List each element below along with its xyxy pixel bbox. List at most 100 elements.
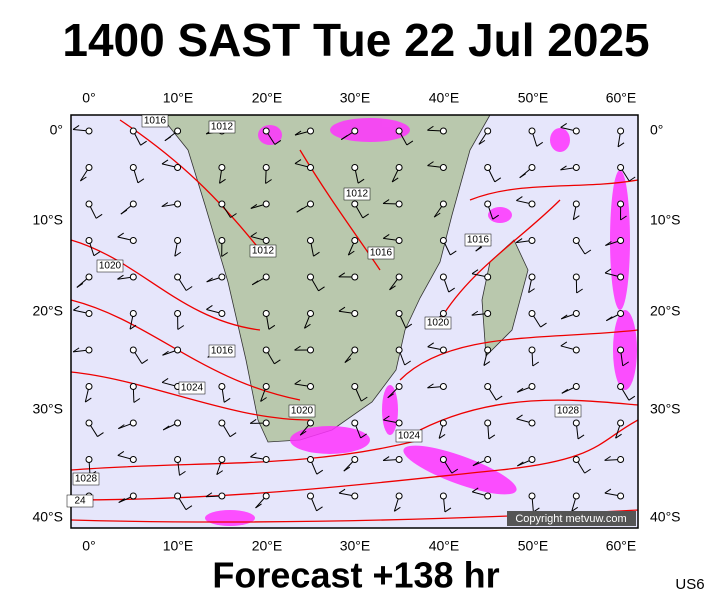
map-layer xyxy=(70,114,639,526)
wind-barb-feather xyxy=(76,283,84,288)
isobar-label: 1016 xyxy=(467,235,490,246)
station xyxy=(528,273,536,281)
latitude-label: 40°S xyxy=(650,509,681,525)
station xyxy=(351,492,359,500)
station xyxy=(307,237,314,244)
wind-barb-feather xyxy=(338,488,346,494)
wind-barb-feather xyxy=(622,361,630,367)
wind-barb-feather xyxy=(444,507,452,513)
wind-barb-feather xyxy=(343,466,351,472)
station xyxy=(85,200,93,208)
station xyxy=(129,492,137,500)
station xyxy=(262,456,270,463)
wind-barb-feather xyxy=(229,432,237,438)
station xyxy=(617,492,625,500)
isobar-label: 1012 xyxy=(346,189,369,200)
station xyxy=(439,419,447,427)
wind-barb-feather xyxy=(584,249,592,255)
station xyxy=(439,127,447,135)
wind-barb-feather xyxy=(451,468,459,474)
station xyxy=(262,492,270,500)
wind-barb-feather xyxy=(117,274,124,280)
latitude-label: 10°S xyxy=(650,212,681,228)
station xyxy=(528,310,536,317)
wind-barb-feather xyxy=(250,204,258,209)
wind-barb-feather xyxy=(382,234,390,239)
wind-barb-feather xyxy=(536,141,544,147)
wind-barb-feather xyxy=(528,288,535,294)
station xyxy=(395,127,403,135)
latitude-label: 30°S xyxy=(650,401,681,417)
wind-barb-feather xyxy=(560,341,568,347)
wind-barb-feather xyxy=(488,434,496,440)
wind-barb-feather xyxy=(604,268,612,274)
station xyxy=(395,200,403,208)
model-code: US6 xyxy=(675,576,704,593)
station xyxy=(174,419,182,427)
isobar-label-box xyxy=(141,114,169,128)
station xyxy=(262,419,270,427)
station xyxy=(262,127,270,135)
wind-barb-feather xyxy=(274,359,281,365)
wind-barb-feather xyxy=(219,178,226,184)
station xyxy=(572,419,580,427)
station xyxy=(351,456,359,463)
wind-barb-feather xyxy=(360,433,367,439)
wind-barb-feather xyxy=(206,305,213,310)
wind-barb-feather xyxy=(357,178,365,184)
latitude-label: 0° xyxy=(50,122,63,138)
station xyxy=(395,456,403,463)
station xyxy=(572,273,580,281)
station xyxy=(174,164,182,171)
isobar-label-box xyxy=(178,381,206,395)
isobar-label-box xyxy=(464,233,492,247)
station xyxy=(617,419,625,427)
station xyxy=(129,383,137,390)
wind-barb-feather xyxy=(316,506,323,512)
longitude-label: 40°E xyxy=(429,538,460,554)
station xyxy=(129,164,137,171)
wind-barb-feather xyxy=(516,196,523,201)
station xyxy=(174,346,182,354)
wind-barb-feather xyxy=(577,434,585,440)
wind-barb-feather xyxy=(174,251,182,257)
station xyxy=(484,419,492,427)
wind-barb-feather xyxy=(382,456,390,461)
station xyxy=(484,346,492,354)
wind-barb-feather xyxy=(438,433,446,439)
wind-barb-feather xyxy=(296,207,304,213)
station xyxy=(307,164,314,171)
wind-barb-feather xyxy=(249,419,257,424)
station xyxy=(351,273,359,281)
wind-barb-feather xyxy=(604,455,611,461)
station xyxy=(395,419,403,427)
wind-barb-feather xyxy=(141,359,149,364)
wind-barb-feather xyxy=(72,125,80,130)
station xyxy=(572,310,580,317)
station xyxy=(129,310,137,317)
station xyxy=(351,164,359,171)
isobar-label-box xyxy=(554,404,582,418)
station xyxy=(262,237,270,244)
wind-barb-feather xyxy=(472,461,480,467)
map-title: 1400 SAST Tue 22 Jul 2025 xyxy=(62,14,649,66)
wind-barb-feather xyxy=(120,209,128,215)
isobar-label: 1024 xyxy=(181,383,204,394)
wind-barb-feather xyxy=(348,250,355,256)
wind-barb-feather xyxy=(216,470,224,476)
wind-barb-feather xyxy=(382,199,390,204)
wind-barb-feather xyxy=(405,323,413,329)
precipitation xyxy=(205,118,637,526)
wind-barb-feather xyxy=(137,178,145,184)
wind-barb-feather xyxy=(73,305,80,311)
station xyxy=(484,383,492,390)
station xyxy=(484,200,492,208)
wind-barb-feather xyxy=(117,232,124,238)
station xyxy=(572,346,580,354)
station xyxy=(85,346,93,354)
africa xyxy=(159,114,491,443)
wind-barb-feather xyxy=(255,503,262,509)
station xyxy=(174,200,182,208)
station xyxy=(351,127,359,135)
